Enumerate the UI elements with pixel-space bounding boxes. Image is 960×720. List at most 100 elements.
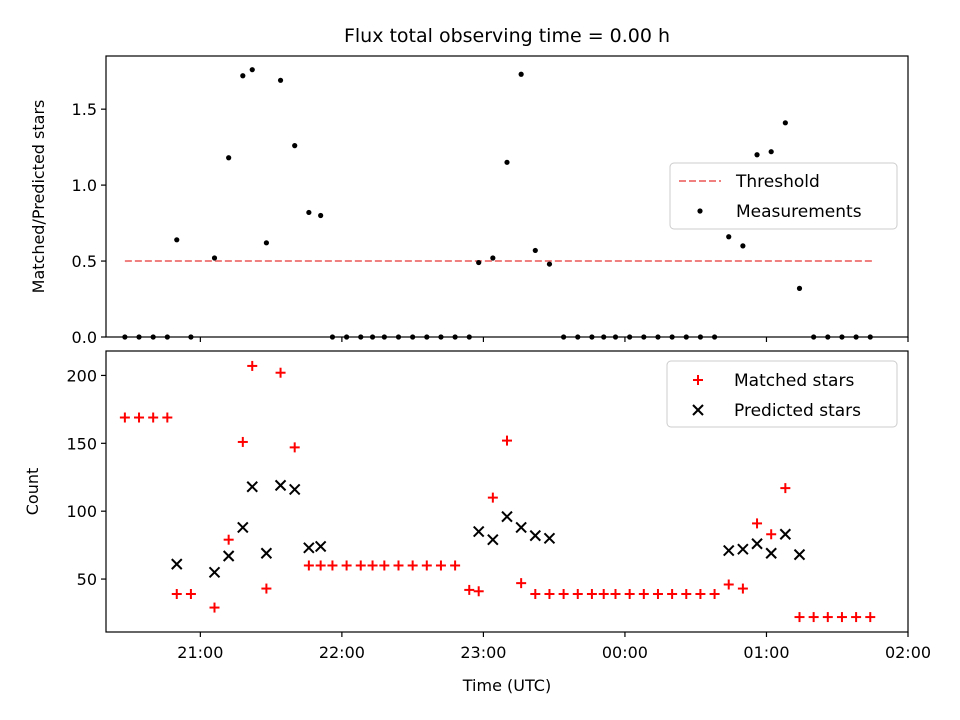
predicted-star-point (274, 479, 287, 492)
y-tick-label: 1.0 (72, 176, 97, 195)
matched-star-point (610, 588, 621, 599)
x-tick-label: 01:00 (743, 643, 789, 662)
matched-star-point (502, 435, 512, 446)
measurement-point (318, 212, 324, 219)
matched-star-point (209, 602, 220, 613)
matched-star-point (530, 588, 541, 599)
matched-star-point (752, 518, 763, 529)
legend-matched-label: Matched stars (734, 371, 854, 391)
measurement-point (490, 255, 496, 261)
matched-star-point (261, 583, 272, 594)
matched-star-point (822, 612, 833, 623)
y-tick-label: 0.5 (72, 252, 97, 271)
predicted-star-point (751, 538, 763, 550)
matched-star-point (341, 560, 352, 571)
plot-frame (105, 55, 909, 338)
y-axis-label: Count (23, 468, 42, 516)
matched-star-point (865, 612, 876, 623)
matched-star-point (598, 588, 609, 599)
measurement-point (546, 261, 553, 267)
measurement-point (867, 334, 873, 340)
matched-star-point (572, 588, 583, 599)
matched-star-point (171, 588, 182, 599)
measurement-point (669, 334, 675, 340)
measurement-point (438, 334, 444, 340)
measurement-point (277, 77, 284, 83)
y-tick-label: 1.5 (72, 100, 97, 119)
matched-star-point (737, 583, 748, 594)
legend-matched-swatch (693, 375, 703, 385)
measurement-point (150, 334, 156, 340)
measurement-point (358, 334, 364, 340)
measurement-point (938, 334, 943, 339)
matched-stars-points (119, 360, 876, 623)
measurement-point (825, 334, 831, 340)
measurement-point (839, 334, 845, 340)
matched-star-point (327, 560, 338, 571)
measurement-point (601, 334, 607, 340)
matched-star-point (487, 492, 498, 503)
measurement-point (740, 243, 746, 249)
predicted-star-point (208, 566, 221, 578)
legend-frame (666, 360, 898, 428)
measurement-point (263, 240, 269, 246)
predicted-star-point (303, 542, 315, 554)
matched-star-point (134, 412, 145, 423)
predicted-star-point (529, 529, 542, 542)
measurement-point (853, 334, 859, 340)
matched-star-point (223, 534, 234, 545)
predicted-stars-points (171, 479, 806, 578)
legend-predicted-label: Predicted stars (734, 401, 861, 421)
y-axis-label: Matched/Predicted stars (29, 100, 48, 294)
matched-star-point (624, 588, 635, 599)
matched-star-point (709, 588, 720, 599)
matched-star-point (148, 412, 159, 423)
measurement-point (655, 334, 661, 340)
matched-star-point (586, 588, 597, 599)
measurement-point (796, 285, 803, 291)
measurement-point (410, 334, 416, 340)
predicted-star-point (314, 540, 327, 553)
matched-star-point (303, 560, 314, 571)
matched-star-point (464, 584, 475, 595)
measurement-point (424, 334, 430, 340)
matched-star-point (638, 588, 649, 599)
matched-star-point (851, 612, 862, 623)
measurement-point (240, 73, 246, 79)
measurement-point (466, 334, 472, 340)
star-count-panel: 50 100 150 200 21:00 22:00 23:00 00:00 01:00 02:0… (23, 350, 931, 695)
x-tick-label: 22:00 (319, 643, 365, 662)
matched-star-point (766, 529, 777, 540)
matched-star-point (289, 442, 300, 453)
matched-star-point (379, 560, 390, 571)
measurement-point (136, 334, 142, 340)
x-axis-label: Time (UTC) (462, 676, 551, 695)
predicted-star-point (793, 548, 806, 561)
flux-ratio-panel: 0.0 0.5 1.0 1.5 Matched/Predicted stars Flux … (29, 25, 958, 347)
predicted-star-point (779, 528, 792, 540)
matched-star-point (435, 560, 446, 571)
matched-star-point (681, 588, 692, 599)
measurement-point (122, 334, 128, 340)
matched-star-point (119, 412, 130, 423)
legend: Matched stars Predicted stars (666, 360, 898, 428)
matched-star-point (695, 588, 706, 599)
x-tick-label: 00:00 (602, 643, 648, 662)
matched-star-point (315, 560, 326, 571)
matched-star-point (355, 560, 366, 571)
predicted-star-point (472, 525, 485, 538)
predicted-star-point (222, 550, 235, 562)
measurement-point (174, 237, 180, 243)
measurement-point (249, 67, 255, 73)
y-tick-label: 150 (66, 434, 97, 453)
matched-star-point (516, 578, 527, 589)
measurement-point (953, 334, 958, 339)
y-tick-label: 50 (77, 570, 97, 589)
matched-star-point (237, 436, 248, 447)
x-tick-label: 02:00 (885, 643, 931, 662)
matched-star-point (407, 560, 418, 571)
matched-star-point (162, 412, 173, 423)
matched-star-point (652, 588, 663, 599)
predicted-star-point (260, 547, 273, 559)
